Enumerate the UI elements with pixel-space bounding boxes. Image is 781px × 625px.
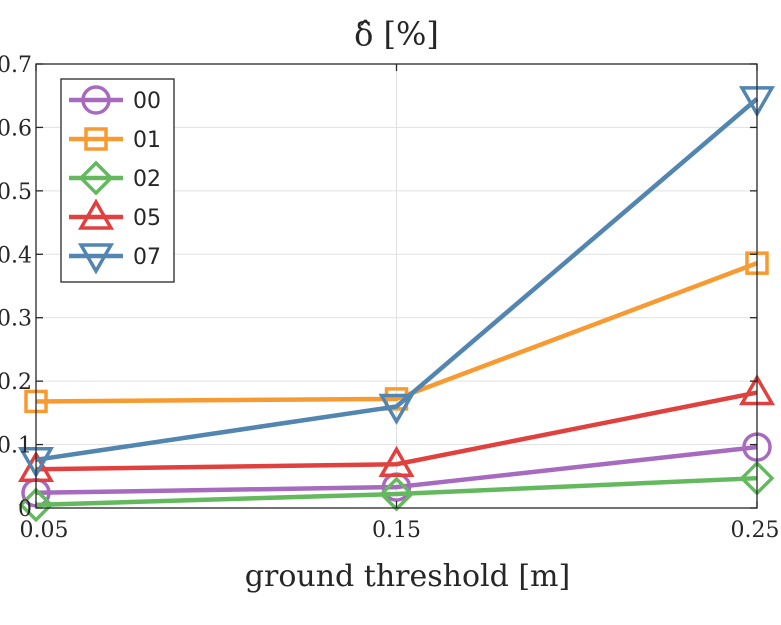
y-tick-label: 0 [18, 497, 32, 522]
legend-item-02: 02 [69, 160, 161, 196]
series-line-02 [35, 475, 758, 508]
data-point-02 [379, 476, 414, 512]
x-tick-label: 0.25 [731, 518, 780, 543]
legend-marker-01 [84, 127, 108, 151]
legend-item-01: 01 [69, 127, 161, 153]
y-tick-label: 0.2 [0, 370, 32, 395]
ticks: 0 0.1 0.2 0.3 0.4 0.5 0.6 0.7 0.05 0.15 0.25 [0, 53, 779, 543]
legend-marker-02 [78, 160, 114, 196]
legend-label: 02 [133, 167, 161, 192]
legend-label: 01 [133, 128, 161, 153]
y-tick-label: 0.5 [0, 180, 32, 205]
legend-marker-05 [77, 198, 115, 230]
x-tick-label: 0.15 [372, 518, 421, 543]
legend-marker-00 [81, 85, 111, 115]
series-line-05 [35, 390, 758, 472]
series-layer [17, 86, 776, 523]
series-line-07 [35, 97, 759, 463]
y-tick-label: 0.3 [0, 307, 32, 332]
x-tick-label: 0.05 [20, 518, 69, 543]
legend-label: 00 [133, 89, 161, 114]
legend-item-05: 05 [69, 198, 161, 231]
data-point-02 [18, 487, 54, 523]
legend-label: 05 [133, 206, 161, 231]
legend: 00 01 02 05 07 [60, 78, 175, 283]
x-axis-title: ground threshold [m] [245, 559, 570, 594]
y-tick-label: 0.4 [0, 243, 32, 268]
y-tick-label: 0.7 [0, 53, 32, 78]
legend-box [60, 78, 175, 283]
series-line-00 [35, 444, 758, 496]
legend-item-00: 00 [69, 85, 161, 115]
y-tick-label: 0.6 [0, 116, 32, 141]
data-point-07 [378, 393, 415, 426]
y-tick-label: 0.1 [0, 434, 32, 459]
legend-marker-07 [77, 243, 115, 275]
legend-item-07: 07 [69, 243, 161, 275]
data-point-05 [378, 445, 415, 477]
legend-label: 07 [133, 245, 161, 270]
series-line-01 [35, 261, 758, 404]
chart-title: δ̂ [%] [354, 15, 439, 53]
